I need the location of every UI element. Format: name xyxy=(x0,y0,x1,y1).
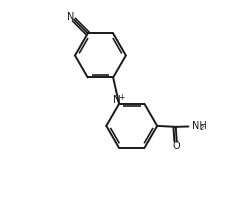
Text: N: N xyxy=(67,12,75,22)
Text: 2: 2 xyxy=(199,125,204,131)
Text: NH: NH xyxy=(192,121,207,131)
Text: O: O xyxy=(172,141,180,151)
Text: N: N xyxy=(113,95,120,105)
Text: +: + xyxy=(118,94,125,102)
